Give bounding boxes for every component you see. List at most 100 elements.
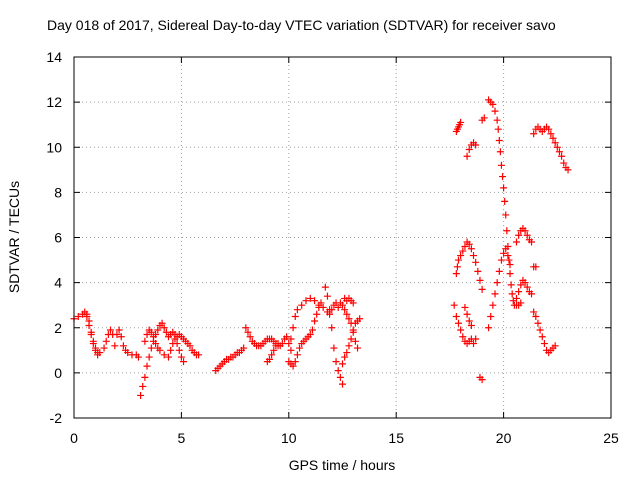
y-tick-label: 12 bbox=[46, 94, 62, 110]
data-point bbox=[517, 299, 525, 307]
data-point bbox=[107, 326, 115, 334]
y-axis-label: SDTVAR / TECUs bbox=[6, 181, 22, 293]
data-point bbox=[341, 353, 349, 361]
data-point bbox=[91, 346, 99, 354]
data-point bbox=[450, 301, 458, 309]
data-point bbox=[349, 299, 357, 307]
data-point bbox=[465, 146, 473, 154]
data-point bbox=[94, 351, 102, 359]
data-point bbox=[523, 283, 531, 291]
data-point bbox=[124, 349, 132, 357]
data-point bbox=[100, 344, 108, 352]
data-point bbox=[160, 351, 168, 359]
data-point bbox=[480, 114, 488, 122]
data-point bbox=[489, 100, 497, 108]
data-point bbox=[339, 301, 346, 309]
data-point bbox=[465, 240, 473, 248]
data-point bbox=[195, 351, 203, 359]
data-point bbox=[474, 267, 482, 275]
y-tick-label: 2 bbox=[54, 320, 62, 336]
data-point bbox=[465, 317, 473, 325]
data-point bbox=[515, 231, 523, 239]
data-point bbox=[512, 294, 520, 302]
data-point bbox=[454, 319, 462, 327]
data-point bbox=[85, 321, 93, 329]
data-point bbox=[502, 211, 510, 219]
data-point bbox=[115, 326, 123, 334]
data-point bbox=[240, 344, 248, 352]
data-point bbox=[467, 245, 475, 253]
data-point bbox=[499, 173, 507, 181]
data-point bbox=[523, 231, 531, 239]
data-point bbox=[491, 107, 499, 115]
data-point bbox=[311, 297, 319, 305]
data-point bbox=[504, 252, 512, 260]
data-point bbox=[505, 256, 513, 264]
data-point bbox=[452, 270, 460, 278]
data-point bbox=[319, 303, 327, 311]
data-point bbox=[512, 238, 520, 246]
y-tick-label: 14 bbox=[46, 49, 62, 65]
data-point bbox=[175, 346, 183, 354]
data-point bbox=[283, 333, 291, 341]
data-point bbox=[343, 349, 351, 357]
data-point bbox=[141, 337, 149, 345]
x-tick-label: 25 bbox=[603, 430, 619, 446]
data-point bbox=[454, 256, 462, 264]
data-point bbox=[186, 342, 194, 350]
data-point bbox=[489, 301, 497, 309]
data-point bbox=[343, 310, 351, 318]
chart-title: Day 018 of 2017, Sidereal Day-to-day VTE… bbox=[47, 17, 556, 33]
data-point bbox=[532, 312, 540, 320]
data-point bbox=[508, 290, 516, 298]
data-point bbox=[137, 391, 145, 399]
data-point bbox=[459, 247, 467, 255]
data-point bbox=[289, 324, 297, 332]
data-point bbox=[463, 152, 471, 160]
y-tick-label: 10 bbox=[46, 139, 62, 155]
data-point bbox=[487, 312, 495, 320]
data-point bbox=[467, 321, 475, 329]
data-point bbox=[173, 340, 181, 348]
data-point bbox=[246, 333, 254, 341]
data-point bbox=[472, 258, 480, 266]
data-point bbox=[459, 333, 467, 341]
data-point bbox=[160, 324, 168, 332]
data-point bbox=[564, 166, 572, 174]
data-point bbox=[495, 267, 503, 275]
data-point bbox=[502, 245, 510, 253]
data-point bbox=[143, 362, 151, 370]
data-point bbox=[461, 303, 469, 311]
data-point bbox=[287, 346, 295, 354]
data-point bbox=[147, 344, 155, 352]
data-point bbox=[356, 315, 364, 323]
data-point bbox=[334, 303, 342, 311]
data-point bbox=[349, 326, 357, 334]
data-point bbox=[534, 319, 542, 327]
data-point bbox=[270, 346, 278, 354]
data-point bbox=[165, 353, 173, 361]
data-point bbox=[328, 324, 336, 332]
data-point bbox=[244, 328, 252, 336]
data-point bbox=[147, 328, 155, 336]
data-point bbox=[497, 161, 505, 169]
data-point bbox=[555, 148, 563, 156]
data-point bbox=[87, 331, 95, 339]
data-point bbox=[339, 360, 346, 368]
data-point bbox=[491, 290, 499, 298]
data-point bbox=[308, 326, 316, 334]
data-point bbox=[495, 136, 503, 144]
data-point bbox=[545, 125, 553, 133]
data-point bbox=[521, 227, 529, 235]
data-point bbox=[453, 263, 461, 271]
x-tick-label: 15 bbox=[388, 430, 404, 446]
data-point bbox=[291, 312, 299, 320]
data-point bbox=[154, 326, 162, 334]
data-point bbox=[558, 152, 566, 160]
y-tick-label: 6 bbox=[54, 230, 62, 246]
data-point bbox=[83, 312, 91, 320]
x-tick-label: 0 bbox=[70, 430, 78, 446]
data-point bbox=[472, 141, 480, 149]
x-tick-label: 5 bbox=[178, 430, 186, 446]
